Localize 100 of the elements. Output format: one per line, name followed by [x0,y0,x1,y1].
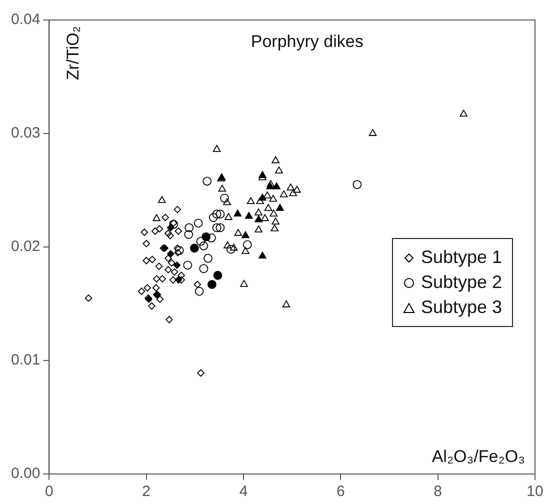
point [178,272,185,280]
point [138,288,146,295]
point [169,220,178,229]
y-tick-label: 0.03 [10,124,40,142]
point [242,240,252,250]
point [152,275,160,282]
point [184,230,194,239]
point [202,176,212,186]
point [204,254,213,263]
point [155,262,163,270]
point [272,218,280,224]
point [240,280,248,287]
x-tick-label: 2 [142,483,151,500]
point [174,249,182,256]
point [183,260,192,270]
point [169,276,177,284]
point [84,294,92,302]
point [194,280,202,288]
legend-label: Subtype 3 [420,296,502,319]
point [270,224,279,232]
point [293,186,301,193]
point [256,197,264,204]
point [272,182,280,190]
point [140,228,148,236]
y-tick-label: 0.01 [10,352,40,369]
point [164,230,172,238]
point [199,241,208,250]
point [162,214,169,222]
point [156,296,164,303]
x-tick-label: 4 [239,483,248,500]
point [174,206,182,214]
point [148,302,156,310]
point [152,284,160,292]
point [223,198,231,206]
x-tick-label: 10 [526,483,544,500]
point [197,369,204,377]
point [164,266,172,274]
point [270,210,278,217]
x-axis-title: Al₂O₃/Fe₂O₃ [432,447,525,466]
point [158,275,166,282]
point [151,227,159,235]
point [174,244,182,252]
point [260,214,269,222]
point [226,244,236,254]
point [196,236,206,246]
point [156,225,164,232]
legend-label: Subtype 2 [420,271,502,294]
point [174,246,184,255]
point [184,223,194,232]
point [207,233,216,242]
point [152,214,160,222]
point [218,184,226,192]
point [142,256,150,264]
point [460,110,468,117]
point [194,218,203,228]
x-tick-label: 8 [434,483,442,500]
point [282,300,290,308]
point [212,144,221,152]
point [254,208,262,216]
point [289,189,297,196]
x-tick-label: 0 [45,483,54,500]
point [234,228,242,236]
point [199,264,208,274]
point [246,197,255,204]
point [212,210,222,219]
y-axis-title: Zr/TiO₂ [63,26,82,80]
point [166,250,174,258]
point [164,254,172,262]
y-tick-label: 0.00 [10,465,40,482]
point [352,180,362,190]
point [213,270,222,280]
legend-label: Subtype 1 [420,246,502,269]
point [263,191,272,198]
point [280,190,288,198]
point [242,231,250,238]
point [208,213,218,222]
point [148,256,156,264]
point [166,316,173,324]
point [230,244,238,251]
y-tick-label: 0.02 [10,238,40,256]
point [275,166,283,174]
point [276,204,284,211]
point [264,204,272,211]
point [242,247,250,254]
point [173,262,181,269]
point [190,244,199,253]
point [258,252,266,259]
point [194,286,204,296]
point [158,196,166,203]
point [170,268,178,276]
point [216,210,225,219]
point [224,213,232,220]
point [170,220,178,227]
text: Porphyry dikes [250,32,364,52]
point [244,212,253,219]
point [166,232,174,240]
y-tick-label: 0.04 [10,11,40,28]
point [234,210,242,217]
x-tick-label: 6 [336,483,345,500]
point [368,129,377,136]
